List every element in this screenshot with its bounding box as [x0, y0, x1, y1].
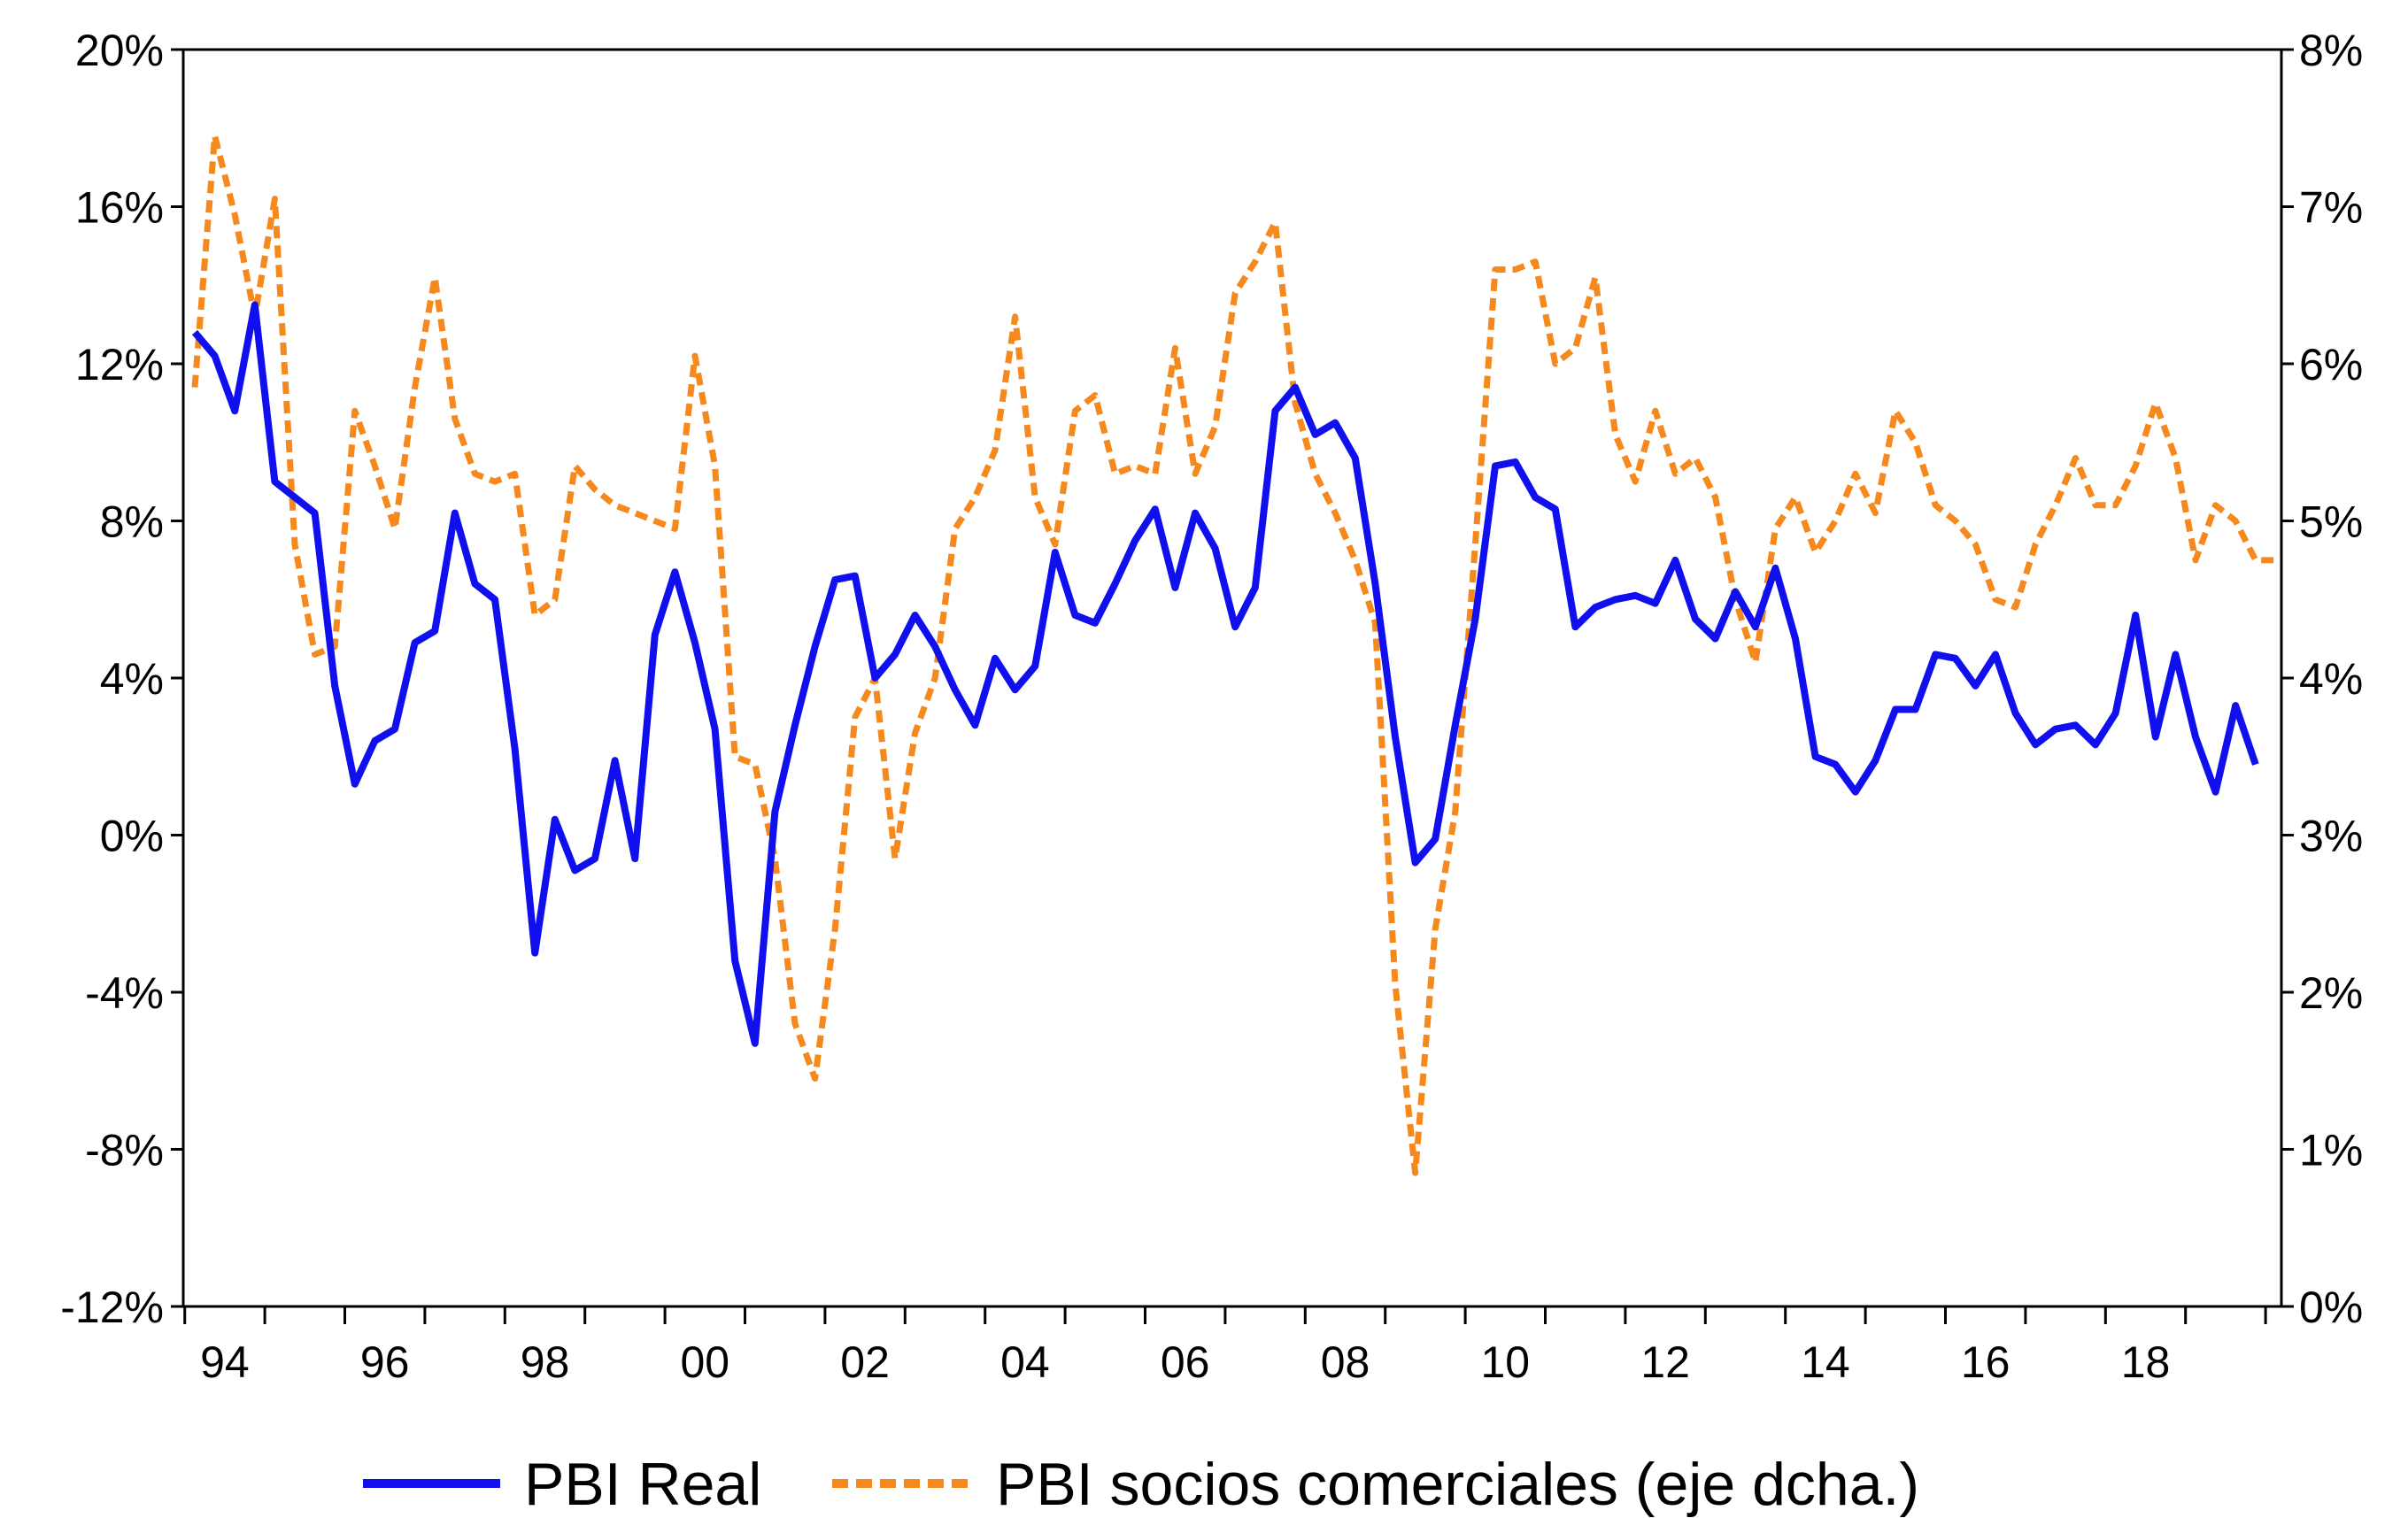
x-tick-label: 94 [200, 1337, 250, 1387]
series-line-pbi-real [191, 301, 2259, 1047]
x-tick-label: 18 [2121, 1337, 2171, 1387]
series-line-pbi-socios-comerciales [191, 133, 2276, 1176]
x-tick-label: 04 [1000, 1337, 1050, 1387]
y-right-tick-label: 7% [2299, 183, 2363, 233]
x-tick-label: 08 [1321, 1337, 1370, 1387]
y-right-tick-label: 2% [2299, 968, 2363, 1018]
y-right-tick-label: 1% [2299, 1126, 2363, 1175]
y-right-tick-label: 0% [2299, 1283, 2363, 1332]
x-tick-label: 14 [1801, 1337, 1850, 1387]
y-right-tick-label: 5% [2299, 497, 2363, 547]
y-left-tick-label: 0% [100, 812, 164, 861]
y-right-tick-label: 3% [2299, 812, 2363, 861]
x-tick-label: 02 [840, 1337, 890, 1387]
y-left-tick-label: -4% [85, 968, 164, 1018]
y-right-tick-label: 6% [2299, 340, 2363, 389]
y-left-tick-label: 8% [100, 497, 164, 547]
x-tick-label: 96 [360, 1337, 410, 1387]
x-tick-label: 98 [521, 1337, 570, 1387]
x-tick-label: 16 [1961, 1337, 2011, 1387]
legend: PBI Real PBI socios comerciales (eje dch… [363, 1451, 1919, 1518]
x-tick-label: 10 [1480, 1337, 1530, 1387]
y-left-tick-label: 4% [100, 654, 164, 704]
y-left-tick-label: -12% [60, 1283, 164, 1332]
series-layer [191, 133, 2276, 1176]
y-right-tick-label: 8% [2299, 26, 2363, 75]
y-left-tick-label: 20% [75, 26, 164, 75]
legend-label-pbi-real: PBI Real [524, 1451, 761, 1518]
axis-layer: 20% 16% 12% 8% 4% 0% -4% -8% -12% 8% 7% 6% 5% 4% 3% 2% 1… [60, 26, 2363, 1387]
legend-label-pbi-socios: PBI socios comerciales (eje dcha.) [996, 1451, 1919, 1518]
y-left-tick-label: 16% [75, 183, 164, 233]
x-tick-label: 06 [1161, 1337, 1210, 1387]
x-tick-label: 12 [1640, 1337, 1690, 1387]
y-left-tick-label: -8% [85, 1126, 164, 1175]
x-tick-label: 00 [680, 1337, 729, 1387]
y-left-tick-label: 12% [75, 340, 164, 389]
y-right-tick-label: 4% [2299, 654, 2363, 704]
